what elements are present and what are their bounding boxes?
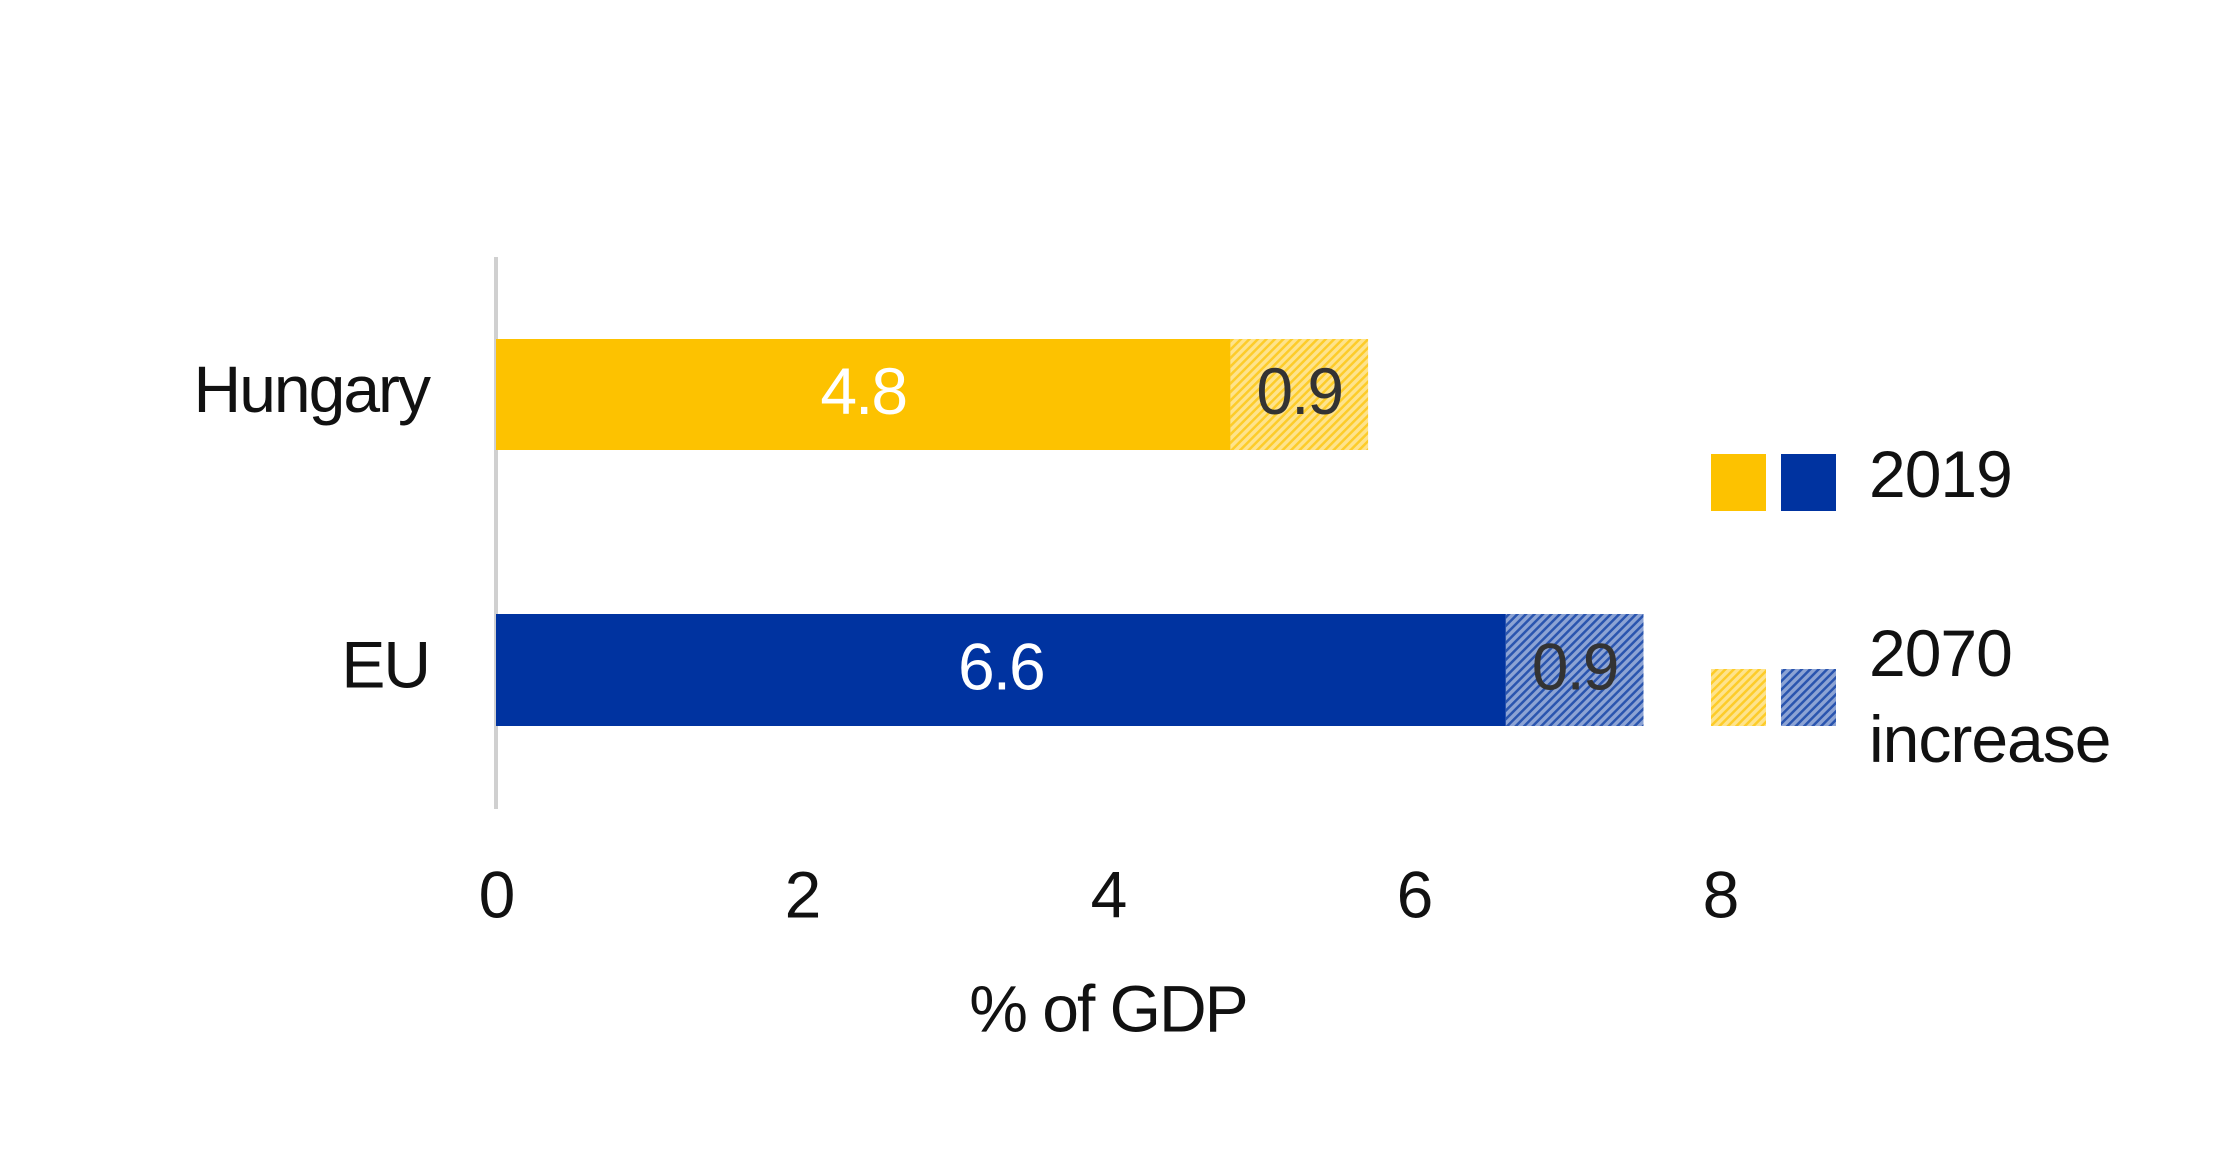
- x-tick-label: 2: [785, 857, 820, 931]
- x-tick-label: 4: [1091, 857, 1126, 931]
- value-label: 0.9: [1532, 629, 1618, 703]
- bar-segment: [1505, 614, 1644, 726]
- value-label: 6.6: [958, 629, 1044, 703]
- bar-segment: [496, 339, 1231, 450]
- bar-segment: [1230, 339, 1369, 450]
- legend-swatch: [1711, 669, 1766, 726]
- legend-label: 2070 increase: [1869, 616, 2111, 776]
- legend-swatch: [1711, 454, 1766, 511]
- legend-swatch: [1781, 669, 1836, 726]
- legend-swatch: [1781, 454, 1836, 511]
- value-label: 4.8: [820, 354, 906, 428]
- category-label: Hungary: [194, 352, 431, 426]
- value-label: 0.9: [1256, 354, 1342, 428]
- bar-segment: [496, 614, 1506, 726]
- x-axis-label: % of GDP: [969, 971, 1246, 1045]
- category-label: EU: [341, 627, 429, 701]
- x-tick-label: 8: [1703, 857, 1738, 931]
- x-tick-label: 6: [1397, 857, 1432, 931]
- legend-label: 2019: [1869, 437, 2013, 511]
- x-tick-label: 0: [479, 857, 514, 931]
